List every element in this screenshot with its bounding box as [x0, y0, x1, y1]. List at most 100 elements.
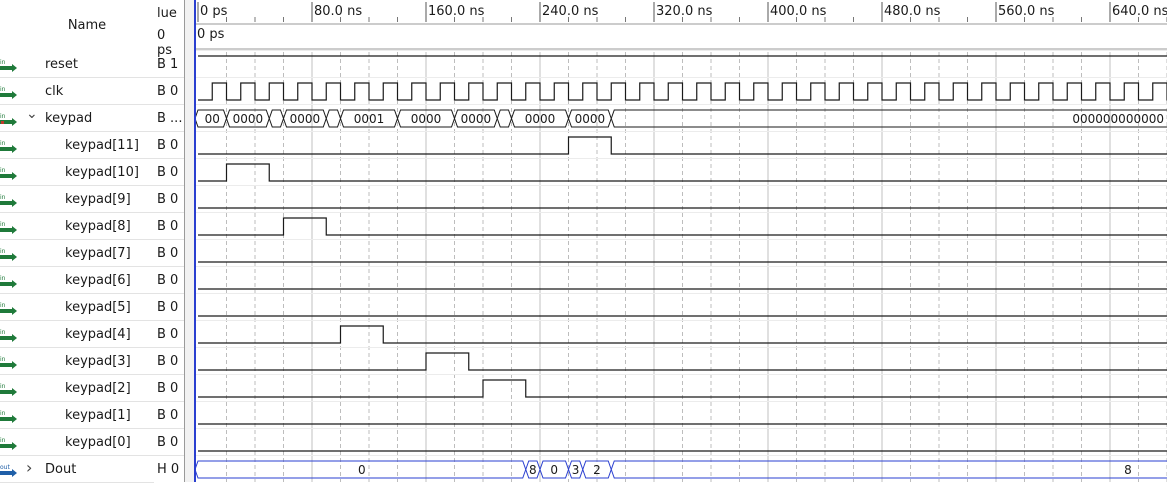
- tick-label: 160.0 ns: [428, 4, 485, 19]
- signal-name: keypad[8]: [65, 218, 131, 234]
- keypad-bus-label: 0000: [233, 112, 264, 126]
- keypad-bus-label: 0000: [575, 112, 606, 126]
- signal-name: keypad[1]: [65, 407, 131, 423]
- value-column-header[interactable]: lue: [157, 6, 177, 21]
- svg-text:in: in: [0, 383, 6, 390]
- input-pin-icon: in: [0, 139, 18, 153]
- input-pin-icon: in: [0, 436, 18, 450]
- signal-value: B 0: [154, 402, 184, 429]
- signal-row-keypad4[interactable]: in keypad[4]: [0, 321, 154, 348]
- signal-row-keypad10[interactable]: in keypad[10]: [0, 159, 154, 186]
- signal-row-keypad8[interactable]: in keypad[8]: [0, 213, 154, 240]
- signal-row-keypad0[interactable]: in keypad[0]: [0, 429, 154, 456]
- svg-text:in: in: [0, 302, 6, 309]
- signal-name: keypad[3]: [65, 353, 131, 369]
- signal-name: keypad[9]: [65, 191, 131, 207]
- waveform-area[interactable]: 0 ps 80.0 ns 160.0 ns 240.0 ns 320.0 ns 400.0…: [196, 0, 1167, 482]
- keypad-bus-label: 0001: [354, 112, 385, 126]
- input-pin-icon: in: [0, 166, 18, 180]
- input-pin-icon: in: [0, 301, 18, 315]
- signal-row-keypad2[interactable]: in keypad[2]: [0, 375, 154, 402]
- signal-value: B 0: [154, 267, 184, 294]
- input-pin-icon: in: [0, 112, 18, 126]
- signal-name: keypad[7]: [65, 245, 131, 261]
- input-pin-icon: in: [0, 328, 18, 342]
- signal-row-keypad11[interactable]: in keypad[11]: [0, 132, 154, 159]
- svg-text:in: in: [0, 194, 6, 201]
- signal-name: keypad[5]: [65, 299, 131, 315]
- dout-bus-label: 8: [529, 463, 537, 477]
- keypad-bit-wave: [198, 352, 1167, 371]
- tick-label: 400.0 ns: [770, 4, 827, 19]
- dout-bus-label: 3: [572, 463, 580, 477]
- dout-bus-label: 0: [358, 463, 366, 477]
- keypad-bus-label: 00: [205, 112, 220, 126]
- signal-name: keypad[6]: [65, 272, 131, 288]
- signal-value: B 0: [154, 213, 184, 240]
- signal-name: Dout: [45, 461, 77, 477]
- input-pin-icon: in: [0, 85, 18, 99]
- time-cursor[interactable]: [194, 0, 196, 482]
- signal-value: B ...: [154, 105, 184, 132]
- input-pin-icon: in: [0, 382, 18, 396]
- signal-value: B 1: [154, 51, 184, 78]
- output-pin-icon: out: [0, 463, 18, 477]
- dout-bus-label: 2: [593, 463, 601, 477]
- value-column-time: 0 ps: [157, 28, 173, 58]
- input-pin-icon: in: [0, 409, 18, 423]
- input-pin-icon: in: [0, 220, 18, 234]
- keypad-bus-segment: [610, 109, 1167, 128]
- signal-value: B 0: [154, 321, 184, 348]
- svg-text:in: in: [0, 356, 6, 363]
- keypad-bit-wave: [198, 136, 1167, 155]
- dout-bus-label: 0: [550, 463, 558, 477]
- signal-name: keypad[11]: [65, 137, 139, 153]
- clk-wave: [198, 82, 1167, 101]
- waveform-canvas: 0 ps 80.0 ns 160.0 ns 240.0 ns 320.0 ns 400.0…: [196, 0, 1167, 482]
- timeline-header: [196, 0, 1167, 24]
- keypad-bus-segment: [496, 109, 513, 128]
- signal-row-keypad3[interactable]: in keypad[3]: [0, 348, 154, 375]
- signal-value: H 0: [154, 456, 184, 482]
- signal-row-keypad7[interactable]: in keypad[7]: [0, 240, 154, 267]
- name-column-header[interactable]: Name: [0, 0, 154, 50]
- tick-label: 480.0 ns: [884, 4, 941, 19]
- svg-text:in: in: [0, 221, 6, 228]
- tick-label: 80.0 ns: [314, 4, 362, 19]
- chevron-right-icon[interactable]: ›: [26, 458, 33, 477]
- signal-row-keypad9[interactable]: in keypad[9]: [0, 186, 154, 213]
- signal-name: keypad[2]: [65, 380, 131, 396]
- tick-label: 320.0 ns: [656, 4, 713, 19]
- keypad-bus-final-label: 000000000000: [1072, 112, 1164, 126]
- signal-name-column: Name in reset in clk in ⌄ keypad in keypa…: [0, 0, 155, 483]
- svg-text:out: out: [0, 464, 10, 471]
- signal-row-Dout[interactable]: out › Dout: [0, 456, 154, 483]
- svg-text:in: in: [0, 329, 6, 336]
- signal-name: keypad: [45, 110, 93, 126]
- keypad-bus-label: 0000: [461, 112, 492, 126]
- input-pin-icon: in: [0, 247, 18, 261]
- tick-label: 240.0 ns: [542, 4, 599, 19]
- name-header-label: Name: [67, 17, 107, 33]
- svg-text:in: in: [0, 410, 6, 417]
- tick-label: 640.0 ns: [1112, 4, 1167, 19]
- signal-row-keypad6[interactable]: in keypad[6]: [0, 267, 154, 294]
- keypad-bus-segment: [268, 109, 285, 128]
- signal-row-keypad5[interactable]: in keypad[5]: [0, 294, 154, 321]
- signal-row-keypad1[interactable]: in keypad[1]: [0, 402, 154, 429]
- cursor-time-label: 0 ps: [197, 27, 225, 42]
- dout-bus-segment: [610, 460, 1167, 479]
- signal-row-reset[interactable]: in reset: [0, 51, 154, 78]
- signal-row-keypad[interactable]: in ⌄ keypad: [0, 105, 154, 132]
- tick-label: 560.0 ns: [998, 4, 1055, 19]
- input-pin-icon: in: [0, 274, 18, 288]
- signal-row-clk[interactable]: in clk: [0, 78, 154, 105]
- svg-text:in: in: [0, 437, 6, 444]
- signal-value: B 0: [154, 186, 184, 213]
- keypad-bus-segment: [325, 109, 342, 128]
- signal-value: B 0: [154, 240, 184, 267]
- chevron-down-icon[interactable]: ⌄: [26, 106, 38, 122]
- signal-value: B 0: [154, 159, 184, 186]
- svg-text:in: in: [0, 59, 6, 66]
- svg-text:in: in: [0, 86, 6, 93]
